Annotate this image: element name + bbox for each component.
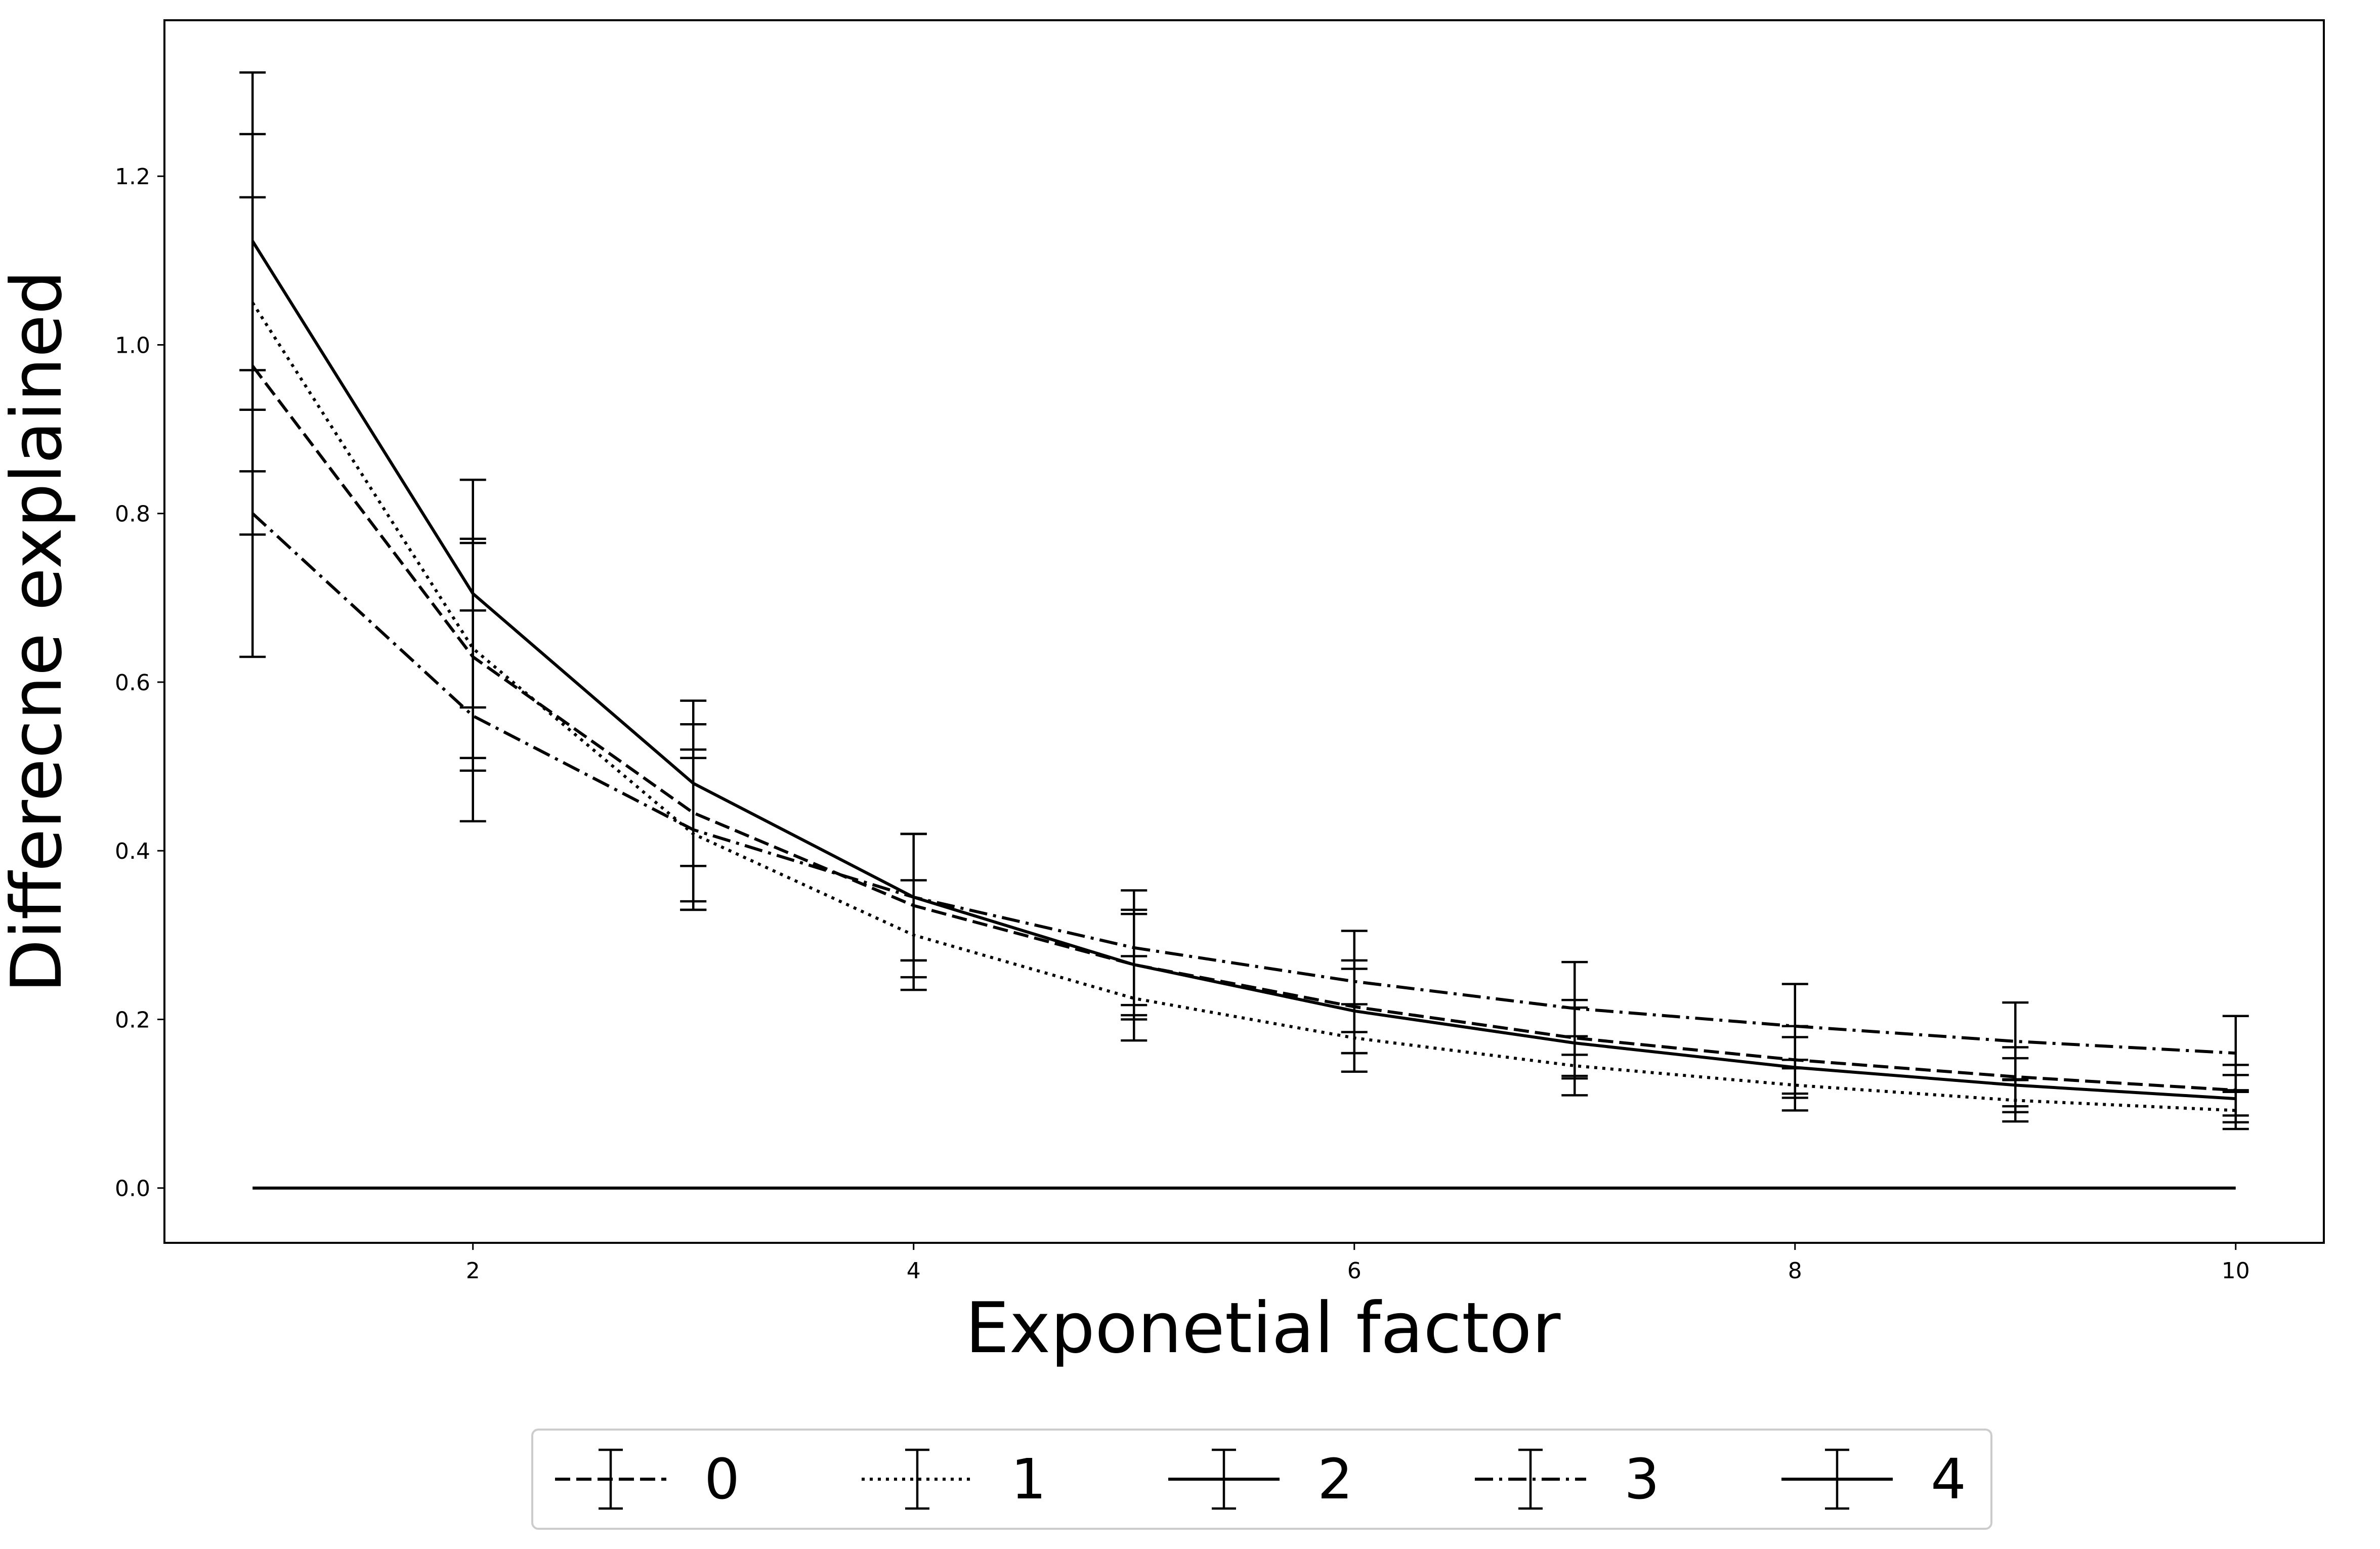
series-line-2 — [251, 240, 2236, 1101]
x-tick-label: 6 — [1347, 1258, 1362, 1284]
series-line-0 — [251, 365, 2236, 1092]
x-tick-label: 2 — [466, 1258, 480, 1284]
error-bar — [1781, 983, 1808, 1070]
y-tick-label: 0.8 — [115, 501, 150, 527]
series-layer — [239, 71, 2249, 1190]
error-bar — [900, 832, 927, 962]
x-axis-title: Exponetial factor — [965, 1287, 1561, 1369]
y-tick-label: 0.4 — [115, 839, 150, 864]
error-bar — [459, 609, 486, 823]
y-tick-label: 0.0 — [115, 1176, 150, 1202]
y-tick-label: 1.0 — [115, 332, 150, 358]
series-line-3 — [251, 512, 2236, 1055]
legend-label: 1 — [1011, 1447, 1046, 1512]
legend-item-1: 1 — [862, 1447, 1046, 1512]
error-bar — [1561, 960, 1588, 1056]
error-bar — [2002, 1001, 2029, 1081]
y-tick-label: 0.6 — [115, 670, 150, 696]
legend-item-4: 4 — [1781, 1447, 1966, 1512]
legend-label: 4 — [1931, 1447, 1966, 1512]
error-bar — [1341, 930, 1368, 1033]
y-tick-label: 0.2 — [115, 1007, 150, 1033]
error-bar — [239, 369, 266, 658]
x-tick-label: 4 — [907, 1258, 921, 1284]
y-tick-label: 1.2 — [115, 164, 150, 190]
legend-label: 2 — [1318, 1447, 1353, 1512]
y-axis-title: Differecne explained — [0, 270, 77, 993]
legend-item-2: 2 — [1168, 1447, 1353, 1512]
legend: 0 1 2 3 4 — [531, 1429, 1992, 1530]
legend-label: 3 — [1624, 1447, 1660, 1512]
series-line-1 — [251, 302, 2236, 1112]
legend-item-3: 3 — [1475, 1447, 1660, 1512]
error-bar — [1121, 889, 1148, 1007]
x-tick-label: 8 — [1788, 1258, 1802, 1284]
error-bar — [680, 748, 707, 911]
legend-item-0: 0 — [555, 1447, 740, 1512]
legend-label: 0 — [704, 1447, 740, 1512]
axes-layer: 2 4 6 8 10 0.0 0.2 0.4 0.6 0.8 1.0 1.2 — [115, 164, 2250, 1284]
error-bar — [2222, 1015, 2249, 1092]
x-tick-label: 10 — [2222, 1258, 2250, 1284]
series-3 — [239, 369, 2249, 1092]
plot-frame — [163, 19, 2325, 1244]
